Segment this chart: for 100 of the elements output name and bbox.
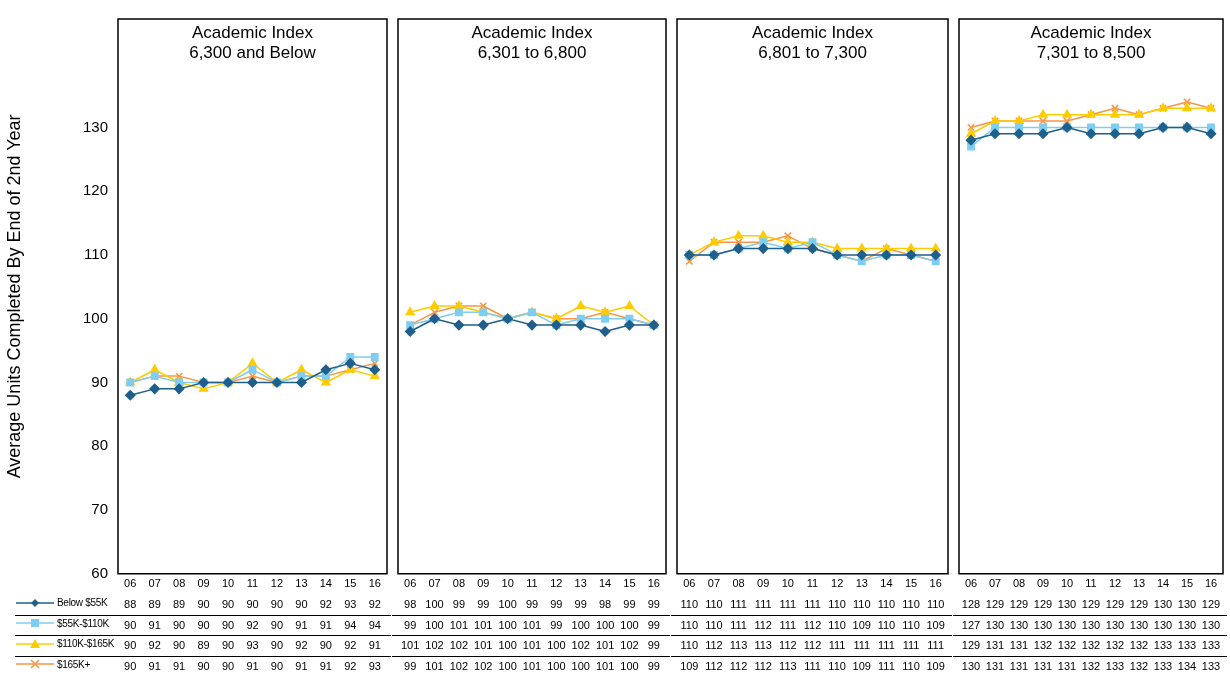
data-label: 101 [595,659,615,672]
x-tick-label: 13 [295,577,308,590]
data-label: 90 [319,639,332,651]
x-tick-label: 14 [598,577,612,590]
data-label: 102 [571,639,590,651]
data-label: 109 [926,659,945,672]
data-label: 101 [474,618,493,631]
x-tick-label: 07 [148,577,161,590]
data-label: 100 [547,659,566,672]
data-label: 130 [1033,618,1053,631]
data-label: 112 [754,618,772,631]
data-label: 90 [270,639,284,651]
data-label: 92 [295,639,308,651]
data-label: 98 [404,598,417,610]
legend-label: $110K-$165K [57,638,115,649]
data-label: 92 [246,618,259,631]
data-label: 131 [1009,659,1029,672]
data-label: 99 [452,598,466,610]
data-label: 110 [828,659,846,672]
x-tick-label: 07 [707,577,721,590]
data-label: 91 [148,618,161,631]
data-label: 90 [221,639,235,651]
data-label: 90 [270,598,284,610]
y-tick-label: 100 [82,308,108,326]
data-label: 110 [680,598,699,610]
data-label: 111 [853,639,871,651]
x-tick-label: 10 [221,577,235,590]
data-label: 100 [571,618,590,631]
data-label: 89 [148,598,161,610]
data-label: 99 [525,598,539,610]
data-label: 131 [1009,639,1029,651]
data-label: 100 [498,598,517,610]
x-tick-label: 06 [683,577,696,590]
data-label: 129 [1033,598,1053,610]
data-label: 110 [705,618,723,631]
data-label: 91 [368,639,381,651]
x-tick-label: 12 [550,577,563,590]
data-label: 112 [705,639,723,651]
data-label: 111 [779,618,797,631]
data-label: 99 [647,598,660,610]
data-label: 91 [295,659,308,672]
data-label: 111 [878,659,895,672]
data-label: 89 [197,639,210,651]
data-label: 132 [1081,659,1101,672]
data-label: 111 [779,598,797,610]
x-tick-label: 11 [526,577,538,590]
data-label: 93 [246,639,259,651]
data-label: 92 [148,639,161,651]
data-label: 132 [1057,639,1077,651]
legend-label: Below $55K [57,597,108,608]
x-tick-label: 12 [831,577,844,590]
data-label: 111 [754,598,772,610]
data-label: 101 [522,618,542,631]
data-label: 109 [852,659,871,672]
x-tick-label: 06 [964,577,978,590]
x-tick-label: 10 [501,577,514,590]
data-label: 100 [498,659,517,672]
data-label: 91 [295,618,308,631]
data-label: 132 [1105,639,1125,651]
y-tick-label: 70 [91,500,108,518]
data-label: 111 [828,639,846,651]
data-label: 133 [1153,659,1173,672]
data-label: 100 [595,618,615,631]
data-label: 90 [197,618,210,631]
data-label: 99 [550,598,563,610]
x-tick-label: 11 [1085,577,1097,590]
x-tick-label: 14 [1156,577,1170,590]
data-label: 113 [729,639,748,651]
x-tick-label: 11 [806,577,819,590]
data-label: 101 [522,659,542,672]
data-label: 91 [246,659,259,672]
y-tick-label: 90 [91,372,108,390]
data-label: 100 [498,618,517,631]
text: Academic Index 6,300 and Below [189,23,317,63]
y-tick-label: 80 [91,436,108,454]
data-label: 99 [574,598,587,610]
data-label: 110 [877,618,896,631]
x-tick-label: 16 [1204,577,1218,590]
data-label: 101 [400,639,420,651]
data-label: 130 [1057,598,1077,610]
data-label: 129 [1129,598,1149,610]
y-tick-label: 120 [82,181,108,199]
x-tick-label: 13 [1132,577,1146,590]
data-label: 90 [221,618,235,631]
legend-label: $165K+ [57,658,90,670]
data-label: 98 [598,598,612,610]
data-label: 90 [221,659,235,672]
data-label: 90 [124,639,137,651]
data-label: 132 [1129,639,1149,651]
data-label: 130 [1177,598,1197,610]
data-label: 131 [985,639,1005,651]
data-label: 92 [344,659,357,672]
data-label: 90 [173,618,186,631]
data-label: 111 [804,598,821,610]
data-label: 129 [1201,598,1221,610]
data-label: 111 [902,639,920,651]
data-label: 90 [124,659,137,672]
x-tick-label: 12 [270,577,284,590]
data-label: 111 [927,639,945,651]
data-label: 93 [368,659,381,672]
